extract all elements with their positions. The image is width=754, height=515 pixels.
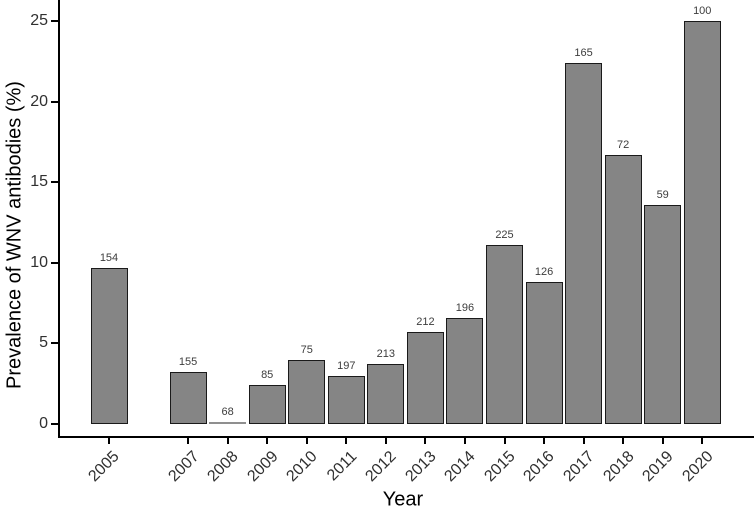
x-tick-mark xyxy=(305,438,308,444)
x-tick-mark xyxy=(345,438,348,444)
x-tick-mark xyxy=(622,438,625,444)
y-tick-mark xyxy=(51,423,58,425)
x-tick-mark xyxy=(384,438,387,444)
bar-2012 xyxy=(367,364,405,424)
x-tick-mark xyxy=(266,438,269,444)
y-tick-mark xyxy=(51,20,58,22)
x-axis-line xyxy=(58,436,754,438)
bar-count-label: 72 xyxy=(617,138,630,151)
y-tick-mark xyxy=(51,261,58,264)
bar-count-label: 213 xyxy=(376,348,396,361)
x-tick-mark xyxy=(226,438,229,444)
bar-2007 xyxy=(169,372,207,424)
bar-2011 xyxy=(327,375,365,424)
x-tick-mark xyxy=(424,438,427,444)
x-tick-label: 2012 xyxy=(362,448,400,486)
y-tick-mark xyxy=(51,181,58,184)
bar-count-label: 197 xyxy=(337,359,356,372)
bar-2019 xyxy=(644,204,682,424)
x-tick-mark xyxy=(543,438,546,444)
x-tick-label: 2019 xyxy=(639,448,677,486)
x-axis-title: Year xyxy=(382,488,424,511)
bar-count-label: 196 xyxy=(455,301,475,314)
bar-count-label: 212 xyxy=(416,316,435,329)
bar-2015 xyxy=(486,245,523,424)
bar-2014 xyxy=(446,317,484,424)
bar-count-label: 100 xyxy=(693,5,712,17)
y-tick-label: 5 xyxy=(39,334,48,352)
bar-2016 xyxy=(525,282,563,424)
bar-count-label: 85 xyxy=(261,369,274,382)
x-tick-label: 2010 xyxy=(283,448,321,486)
bar-2018 xyxy=(604,154,642,424)
x-tick-label: 2014 xyxy=(441,448,479,486)
y-tick-mark xyxy=(51,342,58,345)
bar-count-label: 154 xyxy=(99,251,119,264)
x-tick-mark xyxy=(503,438,506,444)
y-tick-label: 10 xyxy=(30,253,48,271)
x-tick-label: 2016 xyxy=(520,448,559,486)
bar-2005 xyxy=(90,267,128,424)
bar-count-label: 126 xyxy=(534,266,554,279)
bar-2013 xyxy=(406,332,444,424)
bar-count-label: 225 xyxy=(495,229,514,242)
x-tick-label: 2005 xyxy=(85,448,124,486)
x-tick-label: 2007 xyxy=(164,448,203,486)
x-tick-label: 2017 xyxy=(560,448,598,486)
bar-2010 xyxy=(288,359,326,424)
x-tick-label: 2018 xyxy=(599,448,638,486)
x-tick-label: 2009 xyxy=(244,448,282,486)
bar-2020 xyxy=(683,21,721,424)
x-tick-label: 2008 xyxy=(204,448,242,486)
y-tick-label: 15 xyxy=(30,173,48,191)
x-tick-mark xyxy=(187,438,190,444)
x-tick-label: 2011 xyxy=(323,448,361,485)
bar-count-label: 155 xyxy=(178,356,198,369)
x-tick-mark xyxy=(108,438,110,444)
y-axis-line xyxy=(58,0,60,438)
bar-count-label: 75 xyxy=(300,343,313,356)
bar-2009 xyxy=(248,385,286,424)
x-tick-label: 2015 xyxy=(481,448,519,486)
x-tick-mark xyxy=(661,438,664,444)
x-tick-mark xyxy=(582,438,585,444)
x-tick-label: 2013 xyxy=(402,448,440,486)
y-tick-mark xyxy=(51,100,58,103)
bar-count-label: 59 xyxy=(656,188,669,201)
bar-count-label: 165 xyxy=(574,46,593,59)
y-tick-label: 0 xyxy=(39,415,48,432)
y-tick-label: 25 xyxy=(30,12,48,29)
x-tick-label: 2020 xyxy=(679,448,717,486)
bar-2017 xyxy=(565,62,603,424)
x-tick-mark xyxy=(463,438,466,444)
bar-2008 xyxy=(209,422,247,424)
y-tick-label: 20 xyxy=(30,92,48,110)
x-tick-mark xyxy=(701,438,704,444)
bar-count-label: 68 xyxy=(221,406,234,418)
